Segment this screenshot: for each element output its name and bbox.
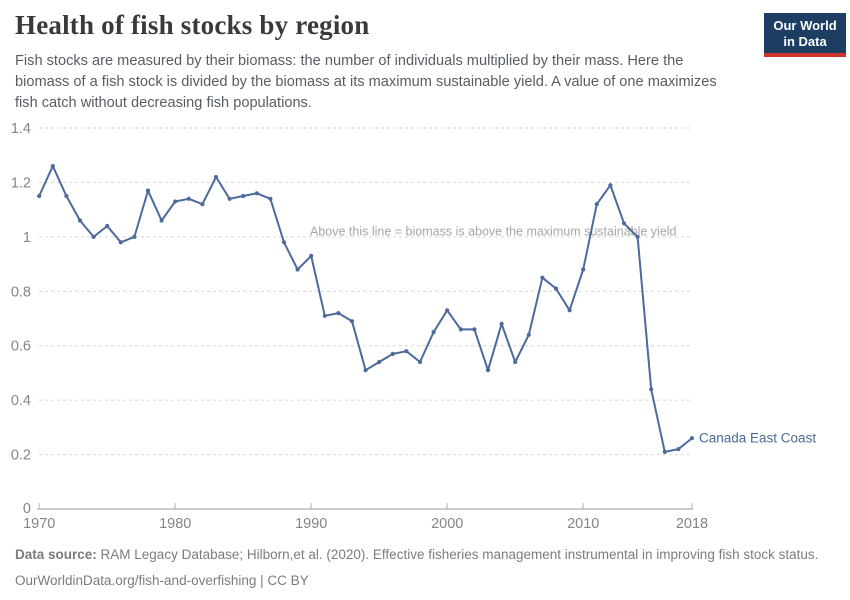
data-point[interactable] [377, 359, 382, 365]
data-point[interactable] [417, 359, 423, 365]
data-point[interactable] [77, 218, 83, 223]
data-point[interactable] [445, 308, 450, 313]
data-point[interactable] [567, 308, 572, 313]
x-tick-label: 1990 [295, 516, 327, 532]
chart-subtitle: Fish stocks are measured by their biomas… [15, 53, 717, 111]
owid-logo[interactable]: Our World in Data [764, 13, 846, 57]
data-point[interactable] [309, 253, 314, 258]
y-tick-label: 1.4 [11, 121, 31, 137]
x-tick-label: 2018 [676, 516, 708, 532]
owid-logo-line2: in Data [783, 34, 827, 49]
data-point[interactable] [213, 174, 219, 180]
data-point[interactable] [145, 188, 151, 193]
data-point[interactable] [295, 267, 300, 272]
data-point[interactable] [513, 359, 518, 365]
data-point[interactable] [173, 199, 178, 204]
y-tick-label: 0.4 [11, 393, 31, 409]
y-tick-label: 0.2 [11, 448, 31, 464]
data-point[interactable] [608, 183, 613, 188]
data-point[interactable] [553, 286, 559, 291]
data-point[interactable] [105, 223, 110, 229]
data-source-text: RAM Legacy Database; Hilborn,et al. (202… [96, 547, 819, 562]
owid-logo-line1: Our World [773, 18, 837, 33]
data-point[interactable] [499, 321, 504, 326]
data-point[interactable] [91, 234, 96, 239]
data-point[interactable] [485, 368, 491, 373]
data-point[interactable] [390, 351, 395, 356]
series-line[interactable] [38, 165, 693, 453]
data-point[interactable] [621, 221, 627, 226]
y-tick-label: 0.8 [11, 284, 31, 300]
data-point[interactable] [649, 387, 654, 392]
data-point[interactable] [159, 218, 164, 223]
page-title: Health of fish stocks by region [15, 10, 370, 40]
data-point[interactable] [336, 311, 341, 316]
data-point[interactable] [526, 332, 531, 337]
data-point[interactable] [50, 164, 55, 169]
data-point[interactable] [363, 368, 368, 373]
data-point[interactable] [635, 234, 640, 239]
data-point[interactable] [404, 349, 409, 354]
data-point[interactable] [64, 193, 69, 199]
data-point[interactable] [268, 196, 273, 201]
x-tick-label: 2010 [567, 516, 599, 532]
series-label[interactable]: Canada East Coast [699, 431, 816, 446]
y-tick-label: 0.6 [11, 339, 31, 355]
y-tick-label: 1 [23, 230, 31, 246]
data-point[interactable] [676, 447, 681, 452]
data-point[interactable] [349, 319, 355, 324]
data-point[interactable] [458, 327, 463, 332]
annotation-note: Above this line = biomass is above the m… [310, 224, 677, 238]
data-point[interactable] [118, 240, 123, 245]
data-point[interactable] [227, 196, 232, 201]
data-point[interactable] [241, 193, 246, 199]
chart-footer: Data source: RAM Legacy Database; Hilbor… [15, 544, 818, 591]
data-point[interactable] [540, 275, 545, 280]
data-point[interactable] [472, 327, 477, 332]
license-line[interactable]: OurWorldinData.org/fish-and-overfishing … [15, 573, 309, 588]
data-point[interactable] [662, 449, 667, 454]
data-source-line: Data source: RAM Legacy Database; Hilbor… [15, 544, 818, 565]
x-tick-label: 1970 [23, 516, 55, 532]
data-point[interactable] [689, 436, 695, 441]
y-tick-label: 0 [23, 501, 31, 517]
data-point[interactable] [322, 313, 327, 318]
data-point[interactable] [186, 196, 191, 201]
data-point[interactable] [254, 191, 259, 196]
data-source-label: Data source: [15, 547, 97, 562]
data-point[interactable] [594, 202, 599, 207]
data-point[interactable] [581, 267, 586, 272]
y-tick-label: 1.2 [11, 175, 31, 191]
data-point[interactable] [281, 240, 287, 245]
x-tick-label: 2000 [431, 516, 463, 532]
data-point[interactable] [37, 193, 42, 199]
x-tick-label: 1980 [159, 516, 191, 532]
data-point[interactable] [132, 234, 137, 239]
data-point[interactable] [200, 202, 205, 207]
data-point[interactable] [431, 330, 436, 335]
